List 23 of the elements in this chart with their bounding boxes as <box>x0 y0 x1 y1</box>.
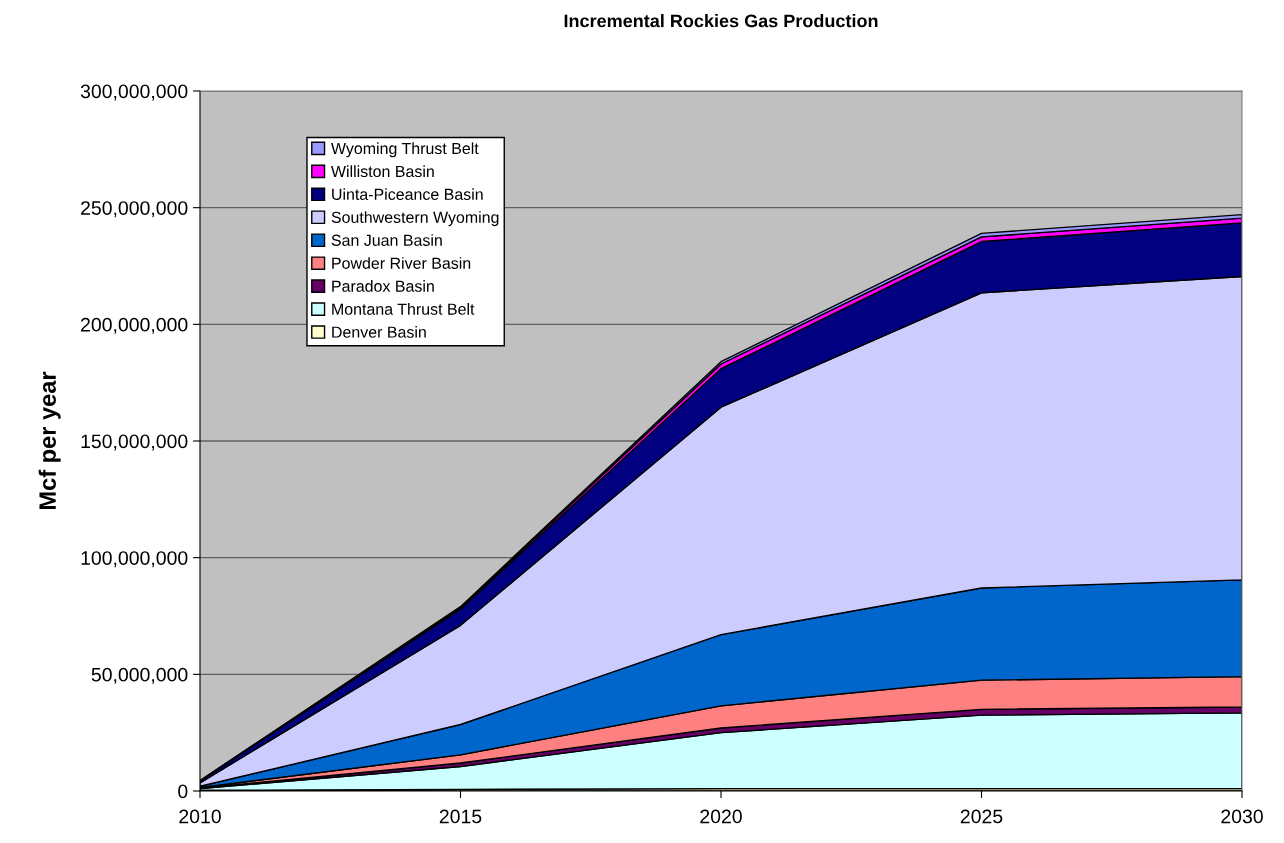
y-tick-label: 0 <box>178 784 188 799</box>
y-tick-label: 150,000,000 <box>81 434 188 451</box>
x-tick-label: 2015 <box>439 809 482 824</box>
chart-title: Incremental Rockies Gas Production <box>564 14 878 28</box>
legend-label: Williston Basin <box>331 165 434 178</box>
y-tick-label: 200,000,000 <box>81 317 188 334</box>
legend-label: Southwestern Wyoming <box>331 211 499 227</box>
x-tick-label: 2010 <box>179 809 221 824</box>
legend-label: Paradox Basin <box>332 280 434 292</box>
x-tick-label: 2020 <box>700 809 742 824</box>
legend-label: Montana Thrust Belt <box>332 303 475 315</box>
x-tick-label: 2025 <box>960 809 1003 824</box>
legend-label: Wyoming Thrust Belt <box>331 142 479 158</box>
y-axis-title: Mcf per year <box>38 371 61 509</box>
y-tick-label: 50,000,000 <box>91 667 188 684</box>
y-tick-label: 250,000,000 <box>81 201 188 218</box>
y-tick-label: 100,000,000 <box>81 551 188 568</box>
legend-label: Uinta-Piceance Basin <box>332 188 483 201</box>
legend-label: Powder River Basin <box>332 257 471 269</box>
y-tick-label: 300,000,000 <box>80 84 188 101</box>
legend-label: Denver Basin <box>332 326 426 338</box>
x-tick-label: 2030 <box>1221 809 1263 824</box>
legend-label: San Juan Basin <box>331 234 442 246</box>
